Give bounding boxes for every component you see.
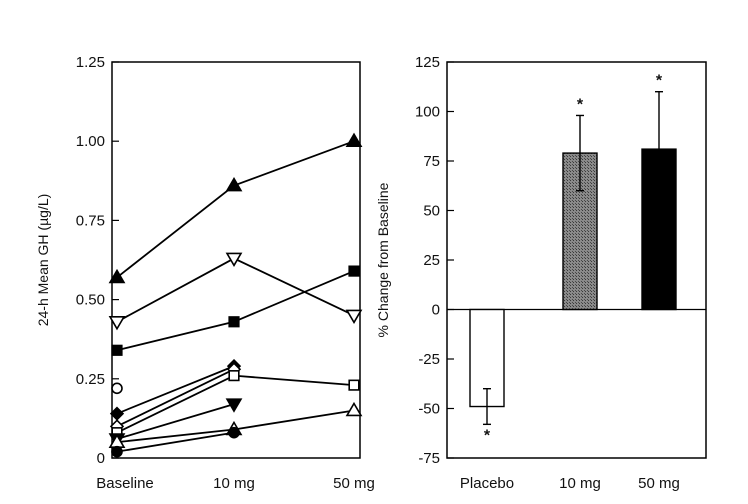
left-plot-frame — [111, 61, 361, 459]
left-x-tick-label: Baseline — [96, 475, 154, 492]
right-y-tick-label: -75 — [418, 450, 440, 467]
data-point-triangle-up — [108, 268, 126, 284]
series-line-open-diamond — [116, 368, 235, 428]
left-y-axis-label: 24-h Mean GH (µg/L) — [35, 194, 51, 327]
left-panel: 0 0.25 0.50 0.75 1.00 1.25 Baseline 10 mg 50 mg… — [35, 54, 375, 492]
right-y-tick-label: 100 — [415, 104, 440, 121]
series-line-filled-triangle-down — [116, 403, 235, 440]
significance-marker: * — [577, 96, 584, 113]
right-x-ticks: Placebo 10 mg 50 mg — [460, 475, 680, 492]
right-x-tick-label: 50 mg — [638, 475, 680, 492]
data-point-circle — [111, 445, 123, 458]
data-point-triangle-down — [108, 315, 126, 331]
data-point-square — [228, 370, 240, 382]
data-point-diamond — [109, 406, 125, 421]
significance-marker: * — [484, 427, 491, 444]
data-point-square — [348, 379, 360, 391]
series-line-filled-square — [116, 270, 355, 352]
series-line-filled-circle — [116, 431, 235, 453]
right-y-tick-label: -50 — [418, 401, 440, 418]
right-y-tick-label: 125 — [415, 54, 440, 71]
series-line-open-triangle-down — [116, 257, 355, 323]
right-bars: * * * — [469, 73, 677, 444]
left-y-tick-label: 0.75 — [76, 212, 105, 229]
data-point-triangle-up — [345, 401, 363, 417]
data-point-circle — [111, 382, 123, 395]
data-point-triangle-down — [225, 252, 243, 268]
left-y-tick-label: 0 — [97, 450, 105, 467]
data-point-square — [228, 316, 240, 328]
right-y-tick-label: -25 — [418, 351, 440, 368]
right-x-tick-label: Placebo — [460, 475, 514, 492]
right-y-tick-label: 75 — [423, 153, 440, 170]
data-point-triangle-up — [225, 176, 243, 192]
data-point-circle — [228, 426, 240, 439]
right-panel: -75 -50 -25 0 25 50 75 100 125 Placebo 10 mg 50 mg… — [375, 54, 707, 492]
right-y-tick-label: 50 — [423, 203, 440, 220]
data-point-triangle-down — [225, 398, 243, 413]
left-y-tick-label: 0.25 — [76, 371, 105, 388]
right-y-tick-label: 0 — [432, 302, 440, 319]
right-y-ticks: -75 -50 -25 0 25 50 75 100 125 — [415, 54, 454, 467]
right-y-axis-label: % Change from Baseline — [375, 182, 391, 337]
left-x-ticks: Baseline 10 mg 50 mg — [96, 475, 375, 492]
left-y-tick-label: 0.50 — [76, 292, 105, 309]
left-x-tick-label: 50 mg — [333, 475, 375, 492]
data-point-triangle-up — [345, 132, 363, 147]
left-y-tick-label: 1.25 — [76, 54, 105, 71]
series-line-filled-diamond — [116, 365, 235, 415]
left-x-tick-label: 10 mg — [213, 475, 255, 492]
right-y-tick-label: 25 — [423, 252, 440, 269]
left-series-markers — [108, 132, 363, 458]
right-x-tick-label: 10 mg — [559, 475, 601, 492]
left-y-ticks: 0 0.25 0.50 0.75 1.00 1.25 — [76, 54, 119, 467]
left-y-tick-label: 1.00 — [76, 133, 105, 150]
significance-marker: * — [656, 73, 663, 90]
data-point-triangle-down — [345, 309, 363, 325]
data-point-square — [348, 265, 360, 277]
data-point-square — [111, 344, 123, 356]
